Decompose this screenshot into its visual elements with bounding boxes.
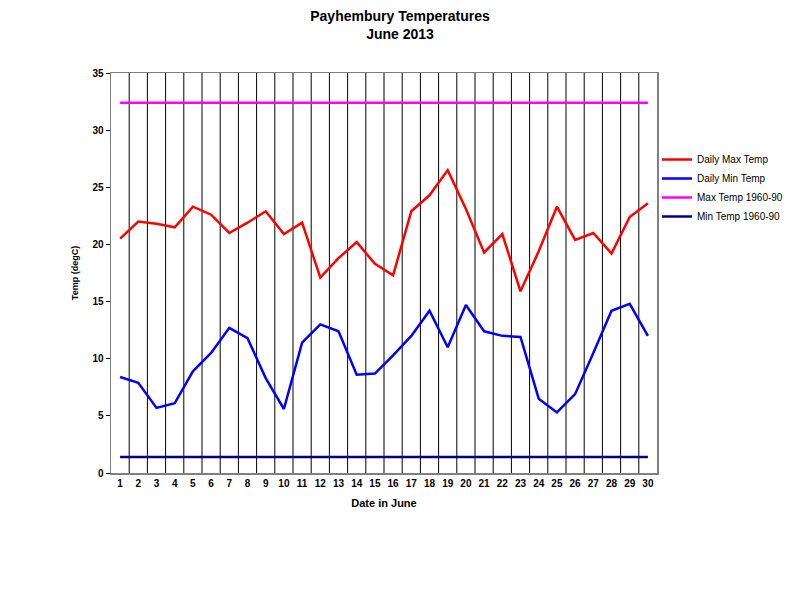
svg-text:13: 13 <box>333 478 345 489</box>
svg-text:27: 27 <box>588 478 600 489</box>
svg-text:8: 8 <box>245 478 251 489</box>
svg-text:30: 30 <box>92 125 104 136</box>
svg-text:22: 22 <box>497 478 509 489</box>
svg-text:20: 20 <box>460 478 472 489</box>
svg-text:Min Temp 1960-90: Min Temp 1960-90 <box>697 211 780 222</box>
svg-text:Max Temp 1960-90: Max Temp 1960-90 <box>697 192 783 203</box>
svg-text:29: 29 <box>624 478 636 489</box>
svg-text:25: 25 <box>551 478 563 489</box>
svg-text:Date in June: Date in June <box>351 497 416 509</box>
svg-text:9: 9 <box>263 478 269 489</box>
svg-text:3: 3 <box>154 478 160 489</box>
svg-text:20: 20 <box>92 239 104 250</box>
svg-text:10: 10 <box>92 353 104 364</box>
svg-text:0: 0 <box>98 468 104 479</box>
svg-text:17: 17 <box>406 478 418 489</box>
svg-text:Payhembury TemperaturesJune 20: Payhembury TemperaturesJune 2013 <box>310 8 490 42</box>
svg-text:19: 19 <box>442 478 454 489</box>
svg-text:6: 6 <box>208 478 214 489</box>
svg-text:28: 28 <box>606 478 618 489</box>
svg-text:4: 4 <box>172 478 178 489</box>
svg-text:24: 24 <box>533 478 545 489</box>
svg-text:2: 2 <box>136 478 142 489</box>
svg-text:25: 25 <box>92 182 104 193</box>
svg-text:12: 12 <box>315 478 327 489</box>
svg-text:Temp (degC): Temp (degC) <box>70 246 80 300</box>
svg-text:7: 7 <box>227 478 233 489</box>
svg-text:5: 5 <box>98 410 104 421</box>
svg-text:14: 14 <box>351 478 363 489</box>
svg-text:15: 15 <box>369 478 381 489</box>
svg-text:35: 35 <box>92 68 104 79</box>
svg-text:18: 18 <box>424 478 436 489</box>
svg-text:Daily Max Temp: Daily Max Temp <box>697 154 768 165</box>
svg-text:5: 5 <box>190 478 196 489</box>
svg-text:1: 1 <box>117 478 123 489</box>
svg-text:15: 15 <box>92 296 104 307</box>
svg-text:30: 30 <box>642 478 654 489</box>
svg-text:26: 26 <box>570 478 582 489</box>
svg-text:21: 21 <box>479 478 491 489</box>
svg-text:10: 10 <box>278 478 290 489</box>
svg-text:Daily Min Temp: Daily Min Temp <box>697 173 766 184</box>
svg-text:11: 11 <box>297 478 308 489</box>
svg-text:16: 16 <box>388 478 400 489</box>
svg-text:23: 23 <box>515 478 527 489</box>
